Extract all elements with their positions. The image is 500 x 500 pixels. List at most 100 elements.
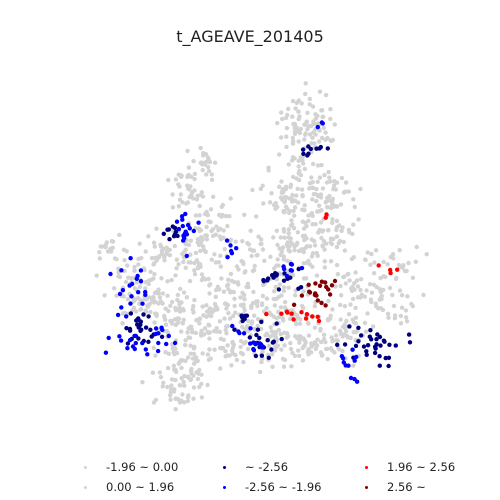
map-point-gray <box>319 208 324 213</box>
map-point-gray <box>278 135 284 140</box>
map-point-gray <box>142 267 147 273</box>
map-point-gray <box>315 179 320 184</box>
map-point-gray <box>398 321 404 326</box>
map-point-gray <box>204 303 209 308</box>
map-point-gray <box>390 252 396 257</box>
legend-label: -2.56 ~ -1.96 <box>245 480 322 494</box>
map-point-dark-blue <box>361 344 367 349</box>
map-point-gray <box>146 302 152 307</box>
map-point-gray <box>212 160 218 165</box>
map-point-gray <box>302 237 307 243</box>
map-point-gray <box>289 364 294 369</box>
map-point-gray <box>296 164 301 169</box>
map-point-gray <box>151 345 156 351</box>
map-point-gray <box>351 320 357 325</box>
map-point-dark-blue <box>266 355 271 360</box>
map-point-gray <box>287 208 292 214</box>
map-point-gray <box>213 294 218 299</box>
map-point-gray <box>170 192 175 197</box>
map-point-gray <box>179 329 184 334</box>
map-point-dark-blue <box>406 332 412 337</box>
map-point-gray <box>302 343 307 348</box>
map-point-gray <box>331 183 337 188</box>
map-point-gray <box>317 175 323 180</box>
map-point-gray <box>273 206 278 211</box>
map-point-dark-blue <box>372 350 378 356</box>
map-point-gray <box>245 346 251 352</box>
map-point-gray <box>252 263 257 269</box>
map-point-gray <box>312 243 318 248</box>
map-point-dark-blue <box>244 313 250 318</box>
map-point-gray <box>307 96 312 102</box>
map-point-gray <box>370 324 376 329</box>
map-point-gray <box>205 164 211 170</box>
map-point-dark-blue <box>377 334 383 340</box>
map-point-gray <box>369 251 374 257</box>
map-point-gray <box>168 318 173 324</box>
map-point-blue <box>289 268 294 273</box>
map-point-gray <box>377 297 382 302</box>
map-point-gray <box>202 326 208 331</box>
map-point-gray <box>177 400 183 405</box>
map-point-dark-blue <box>166 227 172 232</box>
map-point-gray <box>143 280 148 285</box>
map-point-gray <box>220 212 225 218</box>
map-point-gray <box>177 309 183 314</box>
map-point-gray <box>294 193 299 198</box>
map-point-gray <box>124 249 129 254</box>
map-point-gray <box>223 213 229 219</box>
map-point-gray <box>398 313 403 319</box>
map-point-gray <box>403 315 409 320</box>
map-point-gray <box>169 277 174 283</box>
map-point-gray <box>180 321 185 326</box>
map-point-blue <box>117 334 122 339</box>
map-point-gray <box>325 356 330 362</box>
map-point-gray <box>234 357 240 363</box>
map-point-blue <box>124 314 129 319</box>
map-point-dark-blue <box>386 363 391 369</box>
map-point-gray <box>102 293 107 298</box>
map-point-gray <box>167 253 173 258</box>
map-point-gray <box>269 191 274 196</box>
map-point-gray <box>192 271 198 277</box>
map-point-gray <box>385 262 390 267</box>
map-point-gray <box>285 258 290 263</box>
map-point-dark-blue <box>353 343 359 349</box>
map-point-gray <box>326 298 331 304</box>
map-point-blue <box>241 331 247 336</box>
map-point-gray <box>137 241 142 246</box>
map-point-gray <box>125 263 130 268</box>
map-point-gray <box>371 271 377 276</box>
map-point-gray <box>334 234 340 239</box>
map-point-red <box>310 314 315 319</box>
map-point-gray <box>381 287 386 293</box>
map-point-gray <box>281 227 286 232</box>
map-point-gray <box>231 313 236 319</box>
map-point-gray <box>301 226 307 231</box>
map-point-blue <box>236 329 241 334</box>
legend-label: ~ -2.56 <box>245 460 289 474</box>
map-point-dark-blue <box>257 335 262 341</box>
map-point-gray <box>290 350 295 356</box>
map-point-gray <box>285 240 290 245</box>
map-point-gray <box>315 163 321 168</box>
map-point-gray <box>270 364 275 369</box>
legend-item-neg-sig: -2.56 ~ -1.96 <box>223 480 321 494</box>
map-point-blue <box>145 352 150 357</box>
map-point-dark-red <box>307 289 312 294</box>
map-point-gray <box>185 330 190 335</box>
map-point-blue <box>172 340 178 346</box>
map-point-gray <box>312 325 318 330</box>
map-point-gray <box>204 309 210 314</box>
map-point-gray <box>256 234 261 239</box>
map-point-dark-blue <box>300 147 306 152</box>
map-point-gray <box>282 305 288 310</box>
map-point-gray <box>206 157 211 162</box>
map-point-gray <box>178 192 184 197</box>
map-point-gray <box>143 286 148 291</box>
map-point-gray <box>225 223 230 229</box>
map-point-blue <box>352 358 357 363</box>
map-point-gray <box>212 347 217 352</box>
map-point-gray <box>317 227 322 233</box>
map-point-gray <box>283 115 289 121</box>
